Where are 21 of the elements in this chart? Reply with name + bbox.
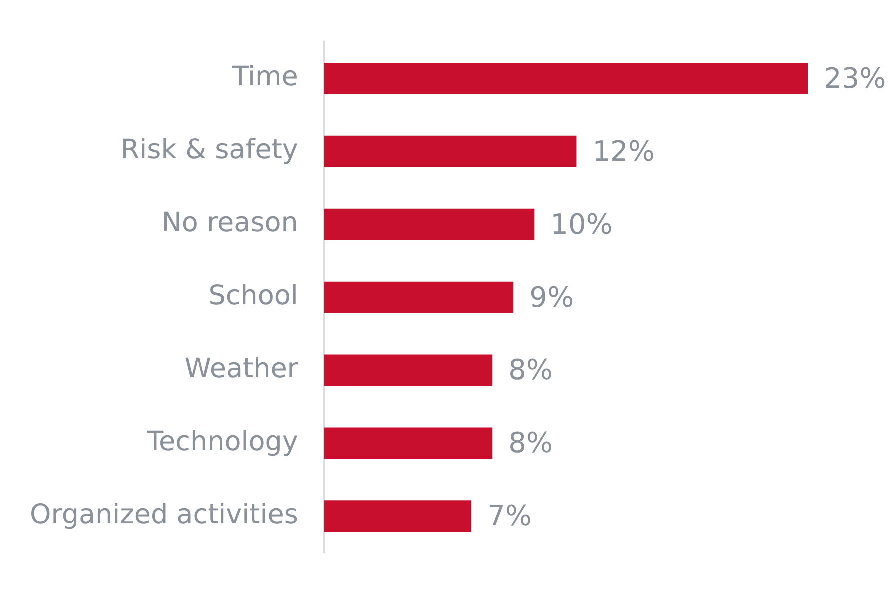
data-label: 8% <box>508 426 554 460</box>
bar <box>324 62 808 94</box>
y-tick-label: Time <box>231 62 298 93</box>
data-label: 23% <box>824 62 886 95</box>
data-label: 12% <box>592 134 655 168</box>
y-tick-label: Technology <box>146 426 298 458</box>
data-label: 8% <box>508 354 554 387</box>
data-label: 9% <box>530 280 574 314</box>
data-label: 7% <box>488 500 532 533</box>
bar <box>324 208 535 240</box>
y-tick-label: Organized activities <box>30 499 298 530</box>
y-tick-label: No reason <box>162 208 298 239</box>
y-tick-label: School <box>208 280 298 312</box>
data-label: 10% <box>550 208 613 241</box>
bar <box>324 428 493 460</box>
bar <box>324 282 514 314</box>
y-tick-label: Weather <box>184 353 300 384</box>
y-tick-label: Risk & safety <box>120 134 298 166</box>
bar <box>324 354 493 386</box>
bar <box>324 500 472 532</box>
bar <box>324 136 577 168</box>
